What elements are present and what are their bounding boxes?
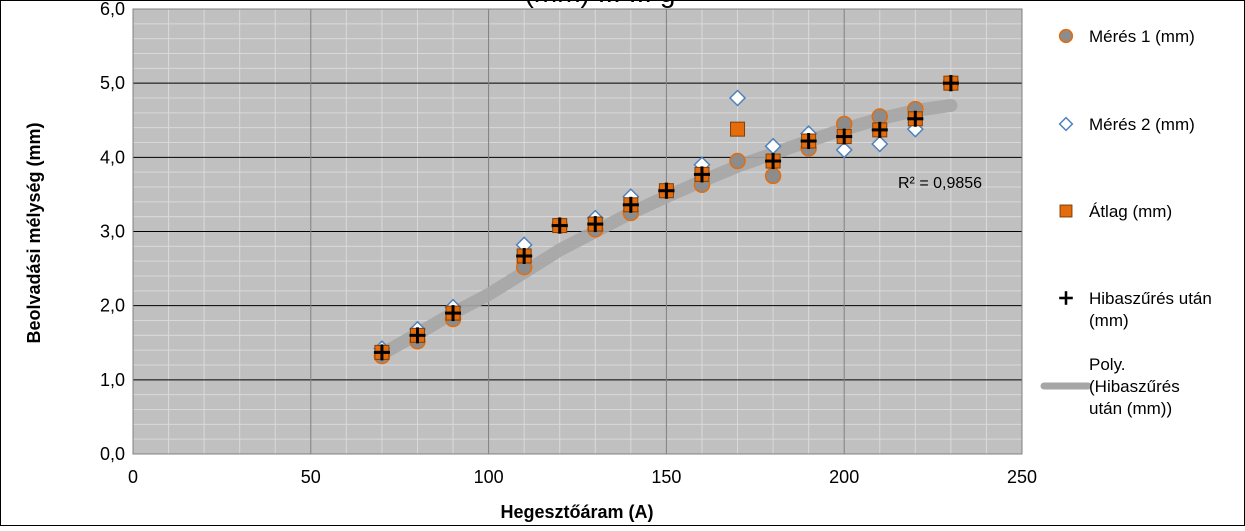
legend-label-line: (mm) bbox=[1089, 311, 1129, 330]
legend-label: Mérés 1 (mm) bbox=[1089, 27, 1195, 46]
y-tick-label: 2,0 bbox=[100, 296, 125, 316]
series-1-point bbox=[871, 108, 889, 125]
series-4-point bbox=[658, 182, 675, 199]
x-tick-label: 50 bbox=[301, 467, 321, 487]
y-tick-label: 3,0 bbox=[100, 222, 125, 242]
y-tick-label: 1,0 bbox=[100, 370, 125, 390]
x-tick-label: 0 bbox=[128, 467, 138, 487]
series-4-point bbox=[765, 153, 782, 170]
series-4-point bbox=[907, 110, 924, 127]
y-axis-ticks: 0,0 1,0 2,0 3,0 4,0 5,0 6,0 bbox=[100, 0, 125, 464]
legend-marker-3 bbox=[1059, 204, 1073, 218]
series-2-point bbox=[871, 135, 889, 153]
series-2-point bbox=[835, 141, 853, 159]
series-4-point bbox=[409, 327, 426, 344]
y-tick-label: 6,0 bbox=[100, 0, 125, 19]
series-1-point bbox=[764, 167, 782, 185]
plus-marker-v bbox=[1064, 291, 1068, 305]
series-4-point bbox=[942, 75, 959, 92]
x-tick-label: 200 bbox=[829, 467, 859, 487]
plus-marker-v bbox=[558, 217, 562, 234]
legend-marker-1 bbox=[1058, 28, 1074, 44]
plus-marker-v bbox=[664, 182, 668, 199]
series-4-point bbox=[587, 216, 604, 233]
plus-marker-v bbox=[771, 153, 775, 170]
legend-marker-2 bbox=[1058, 116, 1074, 132]
plus-marker-v bbox=[842, 128, 846, 145]
legend-label-line: Hibaszűrés után bbox=[1089, 289, 1212, 308]
x-axis-ticks: 0 50 100 150 200 250 bbox=[128, 467, 1037, 487]
y-tick-label: 0,0 bbox=[100, 444, 125, 464]
plus-marker-v bbox=[451, 305, 455, 322]
plus-marker-v bbox=[913, 110, 917, 127]
legend-label: Hibaszűrés után (mm) bbox=[1089, 289, 1212, 330]
series-4-point bbox=[551, 217, 568, 234]
x-tick-label: 100 bbox=[474, 467, 504, 487]
x-axis-label: Hegesztőáram (A) bbox=[500, 502, 653, 522]
legend-label: Poly. (Hibaszűrés után (mm)) bbox=[1089, 355, 1180, 418]
plus-marker-v bbox=[878, 121, 882, 138]
plus-marker-v bbox=[415, 327, 419, 344]
legend-label-line: Mérés 2 (mm) bbox=[1089, 115, 1195, 134]
plus-marker-v bbox=[629, 196, 633, 213]
series-1-point bbox=[729, 152, 746, 170]
y-tick-label: 5,0 bbox=[100, 73, 125, 93]
plus-marker-v bbox=[949, 75, 953, 92]
legend: Mérés 1 (mm) Mérés 2 (mm) Átlag (mm) Hibasz… bbox=[1040, 27, 1212, 418]
legend-label-line: Poly. bbox=[1089, 355, 1126, 374]
y-tick-label: 4,0 bbox=[100, 147, 125, 167]
legend-marker-4 bbox=[1059, 291, 1073, 305]
x-tick-label: 250 bbox=[1007, 467, 1037, 487]
plus-marker-v bbox=[700, 166, 704, 183]
series-3-point bbox=[730, 121, 746, 137]
legend-label: Mérés 2 (mm) bbox=[1089, 115, 1195, 134]
series-4-point bbox=[445, 305, 462, 322]
series-2-point bbox=[728, 89, 747, 107]
plus-marker-v bbox=[807, 133, 811, 150]
chart-title: (mm) ... ... g bbox=[525, 0, 676, 8]
plot-area-border bbox=[132, 8, 1023, 455]
r-squared-label: R² = 0,9856 bbox=[898, 175, 982, 192]
series-4-point bbox=[693, 166, 710, 183]
series-4-point bbox=[836, 128, 853, 145]
series-4-point bbox=[871, 121, 888, 138]
legend-label-line: Átlag (mm) bbox=[1089, 202, 1172, 221]
series-4-point bbox=[800, 133, 817, 150]
legend-label-line: Mérés 1 (mm) bbox=[1089, 27, 1195, 46]
legend-label-line: után (mm)) bbox=[1089, 399, 1172, 418]
major-gridlines bbox=[133, 9, 1022, 454]
x-tick-label: 150 bbox=[651, 467, 681, 487]
legend-label-line: (Hibaszűrés bbox=[1089, 377, 1180, 396]
series-4-point bbox=[622, 196, 639, 213]
plus-marker-v bbox=[380, 344, 384, 361]
series-4-point bbox=[516, 247, 533, 264]
data-points-layer bbox=[373, 74, 960, 365]
plus-marker-v bbox=[593, 216, 597, 233]
series-4-point bbox=[373, 344, 390, 361]
legend-label: Átlag (mm) bbox=[1089, 202, 1172, 221]
y-axis-label: Beolvadási mélység (mm) bbox=[24, 122, 44, 343]
plus-marker-v bbox=[522, 247, 526, 264]
